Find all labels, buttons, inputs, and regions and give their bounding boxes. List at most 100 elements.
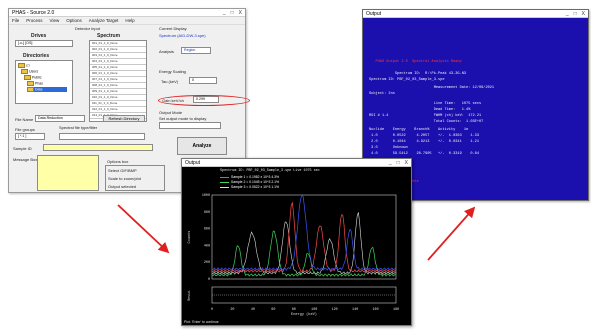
list-item[interactable]: 002_01_1_0_Done — [90, 47, 146, 53]
close-icon[interactable]: X — [404, 159, 408, 166]
menu-file[interactable]: File — [12, 18, 20, 23]
folder-icon — [18, 63, 25, 68]
maximize-icon[interactable]: □ — [230, 9, 234, 16]
message-box-label: Message Box — [13, 157, 38, 162]
legend-swatch — [220, 181, 229, 183]
main-plot-frame — [211, 194, 397, 280]
x-tick-label: 60 — [271, 308, 275, 312]
drive-select-value: [-c-] [OS] — [18, 41, 33, 45]
spectral-file-filter-input[interactable] — [59, 133, 145, 140]
tau-label: Tau (keV) — [161, 79, 179, 84]
legend-entry: Sample 2 = 0.1045 x 10^3 2.1% — [220, 180, 279, 184]
analysis-select[interactable]: Region — [181, 47, 211, 54]
list-item[interactable]: 009_01_1_0_Done — [90, 89, 146, 95]
list-item[interactable]: 010_01_1_0_Done — [90, 95, 146, 101]
option-item[interactable]: Output selected — [108, 184, 137, 189]
y-axis-label: Counts — [188, 231, 192, 244]
options-section-label: Options box — [107, 159, 129, 164]
output-mode-label: Output Mode — [159, 110, 183, 115]
y-tick-label: 1000 — [202, 194, 210, 198]
console-titlebar: Output _ □ X — [363, 10, 588, 18]
minimize-icon[interactable]: _ — [388, 159, 392, 166]
sample-id-label: Sample ID — [13, 146, 32, 151]
list-item[interactable]: 004_01_1_0_Done — [90, 59, 146, 65]
minimize-icon[interactable]: _ — [565, 10, 569, 17]
maximize-icon[interactable]: □ — [573, 10, 577, 17]
maximize-icon[interactable]: □ — [396, 159, 400, 166]
menu-help[interactable]: Help — [125, 18, 135, 23]
menu-process[interactable]: Process — [26, 18, 43, 23]
console-line: Nuclide Energy Branch% Activity 1σ — [369, 128, 469, 132]
list-item[interactable]: 001_01_1_0_Done — [90, 41, 146, 47]
plot-status-text: Plot: 'Enter' to continue — [184, 320, 219, 324]
x-tick-label: 40 — [251, 308, 255, 312]
menu-analyze-target[interactable]: Analyze Target — [88, 18, 119, 23]
list-item[interactable]: 003_01_1_0_Done — [90, 53, 146, 59]
folder-icon — [21, 69, 28, 74]
refresh-directory-button[interactable]: Refresh Directory — [103, 115, 145, 122]
console-line: PHAS Output 2.0 Spectral Analysis Ready — [369, 60, 467, 64]
legend-swatch — [220, 176, 229, 178]
list-item[interactable]: 008_01_1_0_Done — [90, 83, 146, 89]
list-item[interactable]: 005_01_1_0_Done — [90, 65, 146, 71]
spectrum-list[interactable]: 001_01_1_0_Done 002_01_1_0_Done 003_01_1… — [89, 40, 147, 122]
folder-icon — [27, 87, 34, 92]
analyze-button[interactable]: Analyze — [177, 137, 227, 155]
x-tick-label: 20 — [230, 308, 234, 312]
console-line: Spectrum ID: R:\Pk-Peak 43-3G-N3 — [369, 72, 467, 76]
legend-swatch — [220, 186, 229, 188]
plot-titlebar: Output _ □ X — [182, 159, 411, 167]
console-line: Total Counts: 1.03E+07 — [369, 120, 484, 124]
y-tick-label: 400 — [204, 244, 210, 248]
output-mode-select[interactable] — [159, 122, 221, 129]
tree-node[interactable]: c:\ — [18, 63, 30, 68]
message-box — [37, 155, 99, 191]
file-name-input[interactable]: Data Reduction — [35, 115, 85, 122]
tree-node[interactable]: Phas — [27, 81, 43, 86]
close-icon[interactable]: X — [238, 9, 242, 16]
current-display-value: Spectrum (AID-DW-3.spe) — [159, 33, 206, 38]
menu-options[interactable]: Options — [66, 18, 82, 23]
plot-header: Spectrum ID: PBF_02_03_Sample_3.spe Live… — [220, 169, 320, 173]
legend-entry: Sample 3 = 0.0522 x 10^3 1.1% — [220, 185, 279, 189]
file-name-value: Data Reduction — [38, 116, 63, 120]
directory-tree[interactable]: c:\ Users Public Phas Data — [15, 60, 73, 104]
file-name-label: File Name — [15, 117, 34, 122]
tau-value: 0 — [192, 78, 194, 82]
option-item[interactable]: Select GIF/BMP — [108, 168, 137, 173]
spectrum-label: Spectrum — [97, 33, 121, 39]
dialog-title: PHAS - Source 2.0 — [12, 9, 55, 16]
y-tick-label: 800 — [204, 211, 210, 215]
tau-input[interactable]: 0 — [189, 77, 217, 84]
x-tick-label: 180 — [393, 308, 399, 312]
y-tick-label: 600 — [204, 228, 210, 232]
close-icon[interactable]: X — [581, 10, 585, 17]
x-axis-label: Energy (keV) — [291, 312, 317, 317]
tree-node[interactable]: Users — [21, 69, 38, 74]
list-item[interactable]: 011_01_1_0_Done — [90, 101, 146, 107]
minimize-icon[interactable]: _ — [222, 9, 226, 16]
list-item[interactable]: 007_01_1_0_Done — [90, 77, 146, 83]
file-groups-select[interactable]: [ *.1 ] — [15, 133, 45, 140]
tree-node[interactable]: Public — [24, 75, 42, 80]
console-line: ROI # 1-4 FWHM (ch) keV: 172.21 — [369, 114, 482, 118]
console-line: 3.0 Unknown — [369, 146, 408, 150]
console-line: Measurement Date: 12/08/2021 — [369, 86, 495, 90]
legend-entry: Sample 1 = 0.1982 x 10^3 4.3% — [220, 175, 279, 179]
tree-node-selected[interactable]: Data — [27, 87, 67, 92]
option-item[interactable]: Scale to zoom/plot — [108, 176, 141, 181]
section-main-label: Detector input — [75, 26, 100, 31]
spectrum-plot-window: Output _ □ X Spectrum ID: PBF_02_03_Samp… — [181, 158, 412, 326]
console-title: Output — [366, 10, 382, 17]
list-item[interactable]: 006_01_1_0_Done — [90, 71, 146, 77]
menu-view[interactable]: View — [49, 18, 60, 23]
output-mode-note: Set output mode to display — [159, 116, 207, 121]
drive-select[interactable]: [-c-] [OS] — [15, 40, 73, 47]
series-line-fit — [211, 194, 396, 271]
y-tick-label: 0 — [208, 278, 210, 282]
sample-id-input[interactable] — [43, 144, 153, 151]
list-item[interactable]: 012_01_1_0_Done — [90, 107, 146, 113]
x-tick-label: 160 — [373, 308, 379, 312]
file-groups-label: File groups — [15, 127, 35, 132]
console-line: Live Time: 1075 secs — [369, 102, 482, 106]
